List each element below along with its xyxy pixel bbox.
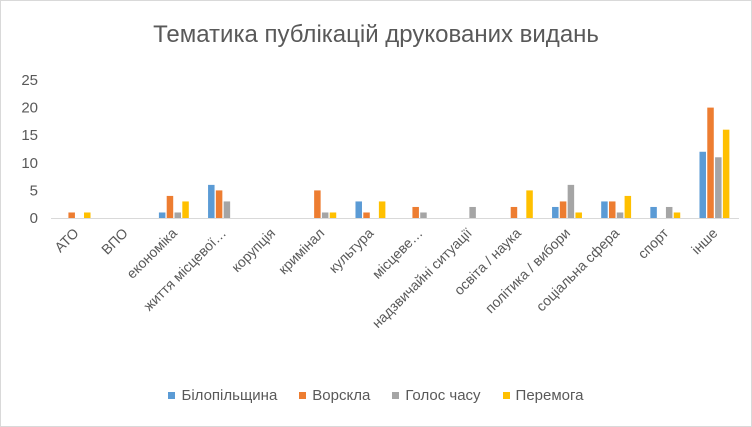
y-tick-label: 5 [30, 182, 38, 199]
bar [84, 212, 91, 218]
bar [158, 212, 166, 218]
legend-swatch [299, 392, 307, 399]
y-tick-label: 0 [30, 210, 38, 227]
legend-swatch [168, 392, 176, 399]
bar [68, 212, 75, 218]
legend-label: Ворскла [312, 387, 371, 404]
bar [166, 195, 174, 218]
legend-item: Перемога [502, 387, 584, 404]
bar [420, 212, 427, 218]
x-tick-label: соціальна сфера [533, 225, 623, 315]
bar [665, 206, 673, 218]
bar [526, 190, 533, 218]
bar [575, 212, 582, 218]
bar [378, 201, 386, 218]
x-tick-label: життя місцевої… [140, 225, 229, 314]
bar [552, 206, 559, 218]
bar [601, 201, 608, 218]
x-tick-label: спорт [634, 224, 671, 261]
chart-legend: Білопільщина Ворскла Голос часу Перемога [1, 387, 751, 404]
bar [174, 212, 182, 218]
x-tick-label: інше [688, 225, 721, 258]
y-tick-label: 10 [21, 155, 38, 172]
chart-title: Тематика публікацій друкованих видань [153, 21, 599, 48]
bar [650, 206, 657, 218]
x-tick-label: АТО [51, 225, 82, 256]
legend-item: Ворскла [299, 387, 370, 404]
bar [182, 201, 189, 218]
x-tick-label: ВПО [98, 225, 131, 258]
bar [673, 212, 681, 218]
legend-label: Перемога [515, 387, 584, 404]
bar [699, 151, 706, 218]
legend-swatch [392, 392, 400, 399]
x-tick-label: кримінал [275, 225, 327, 277]
bar [567, 184, 575, 218]
bar [223, 201, 231, 218]
bar [208, 184, 215, 218]
y-tick-label: 20 [21, 100, 38, 117]
bar [314, 190, 321, 218]
bar [722, 129, 730, 218]
bar [329, 212, 337, 218]
x-tick-label: культура [325, 225, 376, 276]
x-tick-label: корупція [228, 225, 278, 275]
bar [559, 201, 567, 218]
bar [616, 212, 624, 218]
legend-swatch [502, 392, 510, 399]
legend-label: Голос часу [405, 387, 481, 404]
bar [363, 212, 370, 218]
bar [321, 212, 329, 218]
bar [608, 201, 616, 218]
bar [215, 190, 223, 218]
legend-label: Білопільщина [181, 387, 278, 404]
bar [469, 206, 476, 218]
bar [355, 201, 362, 218]
legend-item: Голос часу [392, 387, 481, 404]
bar [412, 206, 419, 218]
bar [510, 206, 518, 218]
y-tick-label: 25 [21, 72, 38, 89]
bar [624, 195, 632, 218]
legend-item: Білопільщина [168, 387, 277, 404]
x-tick-label: політика / вибори [482, 225, 573, 316]
bar [707, 107, 714, 218]
bar [715, 157, 722, 218]
y-tick-label: 15 [21, 127, 38, 144]
